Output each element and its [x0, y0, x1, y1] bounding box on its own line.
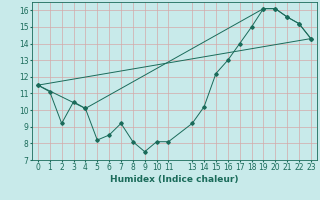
X-axis label: Humidex (Indice chaleur): Humidex (Indice chaleur) — [110, 175, 239, 184]
